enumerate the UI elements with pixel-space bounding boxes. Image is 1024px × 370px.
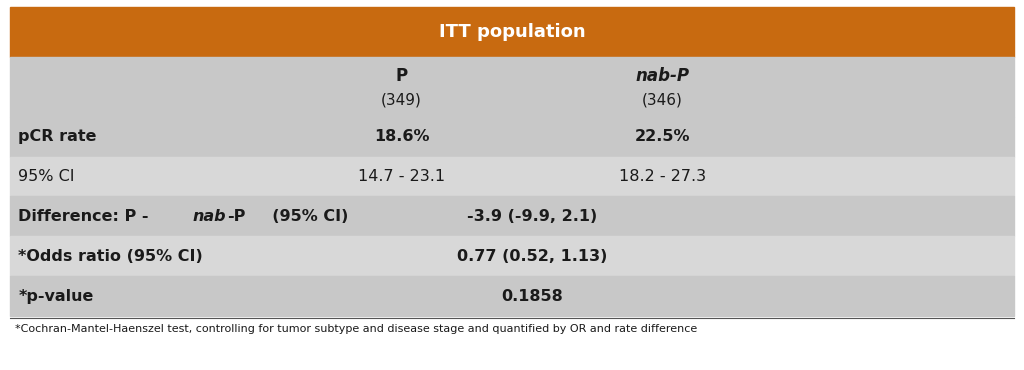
Text: *Cochran-Mantel-Haenszel test, controlling for tumor subtype and disease stage a: *Cochran-Mantel-Haenszel test, controlli… [15,324,697,334]
Text: nab-P: nab-P [636,67,689,85]
Text: P: P [395,67,408,85]
Bar [10,276,1014,316]
Text: nab: nab [193,209,226,224]
Text: (95% CI): (95% CI) [261,209,348,224]
Bar [10,236,1014,276]
Bar [10,196,1014,236]
Text: 0.1858: 0.1858 [501,289,563,304]
Text: 95% CI: 95% CI [18,169,75,184]
Text: Difference: P -: Difference: P - [18,209,155,224]
Text: 14.7 - 23.1: 14.7 - 23.1 [358,169,445,184]
Text: 18.2 - 27.3: 18.2 - 27.3 [618,169,707,184]
Text: -P: -P [227,209,246,224]
Text: 0.77 (0.52, 1.13): 0.77 (0.52, 1.13) [457,249,607,264]
Text: -3.9 (-9.9, 2.1): -3.9 (-9.9, 2.1) [467,209,597,224]
Text: (349): (349) [381,92,422,107]
Bar [10,117,1014,157]
Text: (346): (346) [642,92,683,107]
Text: pCR rate: pCR rate [18,129,97,144]
Bar [10,157,1014,196]
Text: 18.6%: 18.6% [374,129,429,144]
Text: *Odds ratio (95% CI): *Odds ratio (95% CI) [18,249,203,264]
Bar [10,7,1014,57]
Text: 22.5%: 22.5% [635,129,690,144]
Text: *p-value: *p-value [18,289,94,304]
Text: ITT population: ITT population [438,23,586,41]
Bar [10,57,1014,117]
